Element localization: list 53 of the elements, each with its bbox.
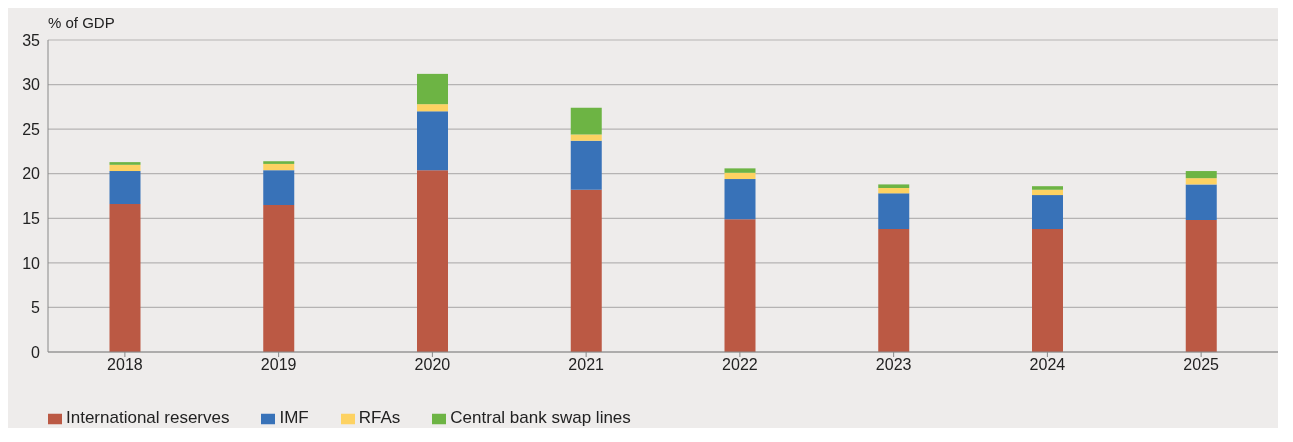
bar — [724, 179, 756, 220]
bar — [1185, 171, 1217, 179]
x-tick-label: 2024 — [1029, 356, 1066, 374]
bar — [1185, 178, 1217, 185]
bar — [417, 170, 448, 352]
bar — [878, 228, 910, 352]
bar — [1032, 195, 1063, 229]
x-tick-label: 2023 — [875, 356, 912, 374]
x-tick-label: 2022 — [722, 356, 758, 374]
bar — [109, 162, 141, 165]
y-tick-label: 20 — [22, 165, 41, 183]
bar — [263, 163, 295, 171]
bar — [570, 189, 602, 352]
x-tick-label: 2021 — [568, 356, 605, 374]
y-tick-label: 0 — [31, 343, 41, 361]
bar — [109, 164, 141, 172]
bar — [570, 134, 602, 141]
bar — [109, 204, 141, 352]
x-tick-label: 2025 — [1183, 356, 1220, 374]
bar — [878, 193, 910, 229]
bar — [724, 168, 756, 173]
bar — [878, 187, 910, 194]
x-tick-label: 2020 — [414, 356, 451, 374]
legend-label: IMF — [279, 408, 309, 427]
bar — [878, 184, 910, 188]
bar — [109, 171, 141, 205]
bar — [724, 172, 756, 180]
bar — [263, 161, 295, 164]
bar — [1032, 189, 1063, 196]
bar — [1032, 228, 1063, 352]
bar — [417, 104, 448, 112]
y-tick-label: 10 — [22, 254, 41, 272]
y-tick-label: 35 — [22, 31, 41, 49]
legend-label: RFAs — [358, 408, 401, 427]
bar — [263, 204, 295, 352]
y-tick-label: 30 — [22, 76, 41, 94]
y-tick-label: 5 — [31, 299, 41, 317]
bar — [570, 107, 602, 135]
y-tick-label: 15 — [22, 209, 41, 227]
legend-label: International reserves — [66, 408, 230, 427]
bar — [1032, 186, 1063, 190]
bar — [724, 219, 756, 352]
x-tick-label: 2019 — [260, 356, 297, 374]
x-tick-label: 2018 — [107, 356, 143, 374]
bar — [1185, 184, 1217, 221]
y-tick-label: 25 — [22, 120, 41, 138]
bar — [1185, 220, 1217, 352]
bar — [263, 170, 295, 205]
bar — [417, 73, 448, 105]
legend-label: Central bank swap lines — [450, 408, 631, 427]
bar — [570, 140, 602, 190]
bar — [417, 111, 448, 171]
y-axis-title: % of GDP — [48, 14, 115, 31]
